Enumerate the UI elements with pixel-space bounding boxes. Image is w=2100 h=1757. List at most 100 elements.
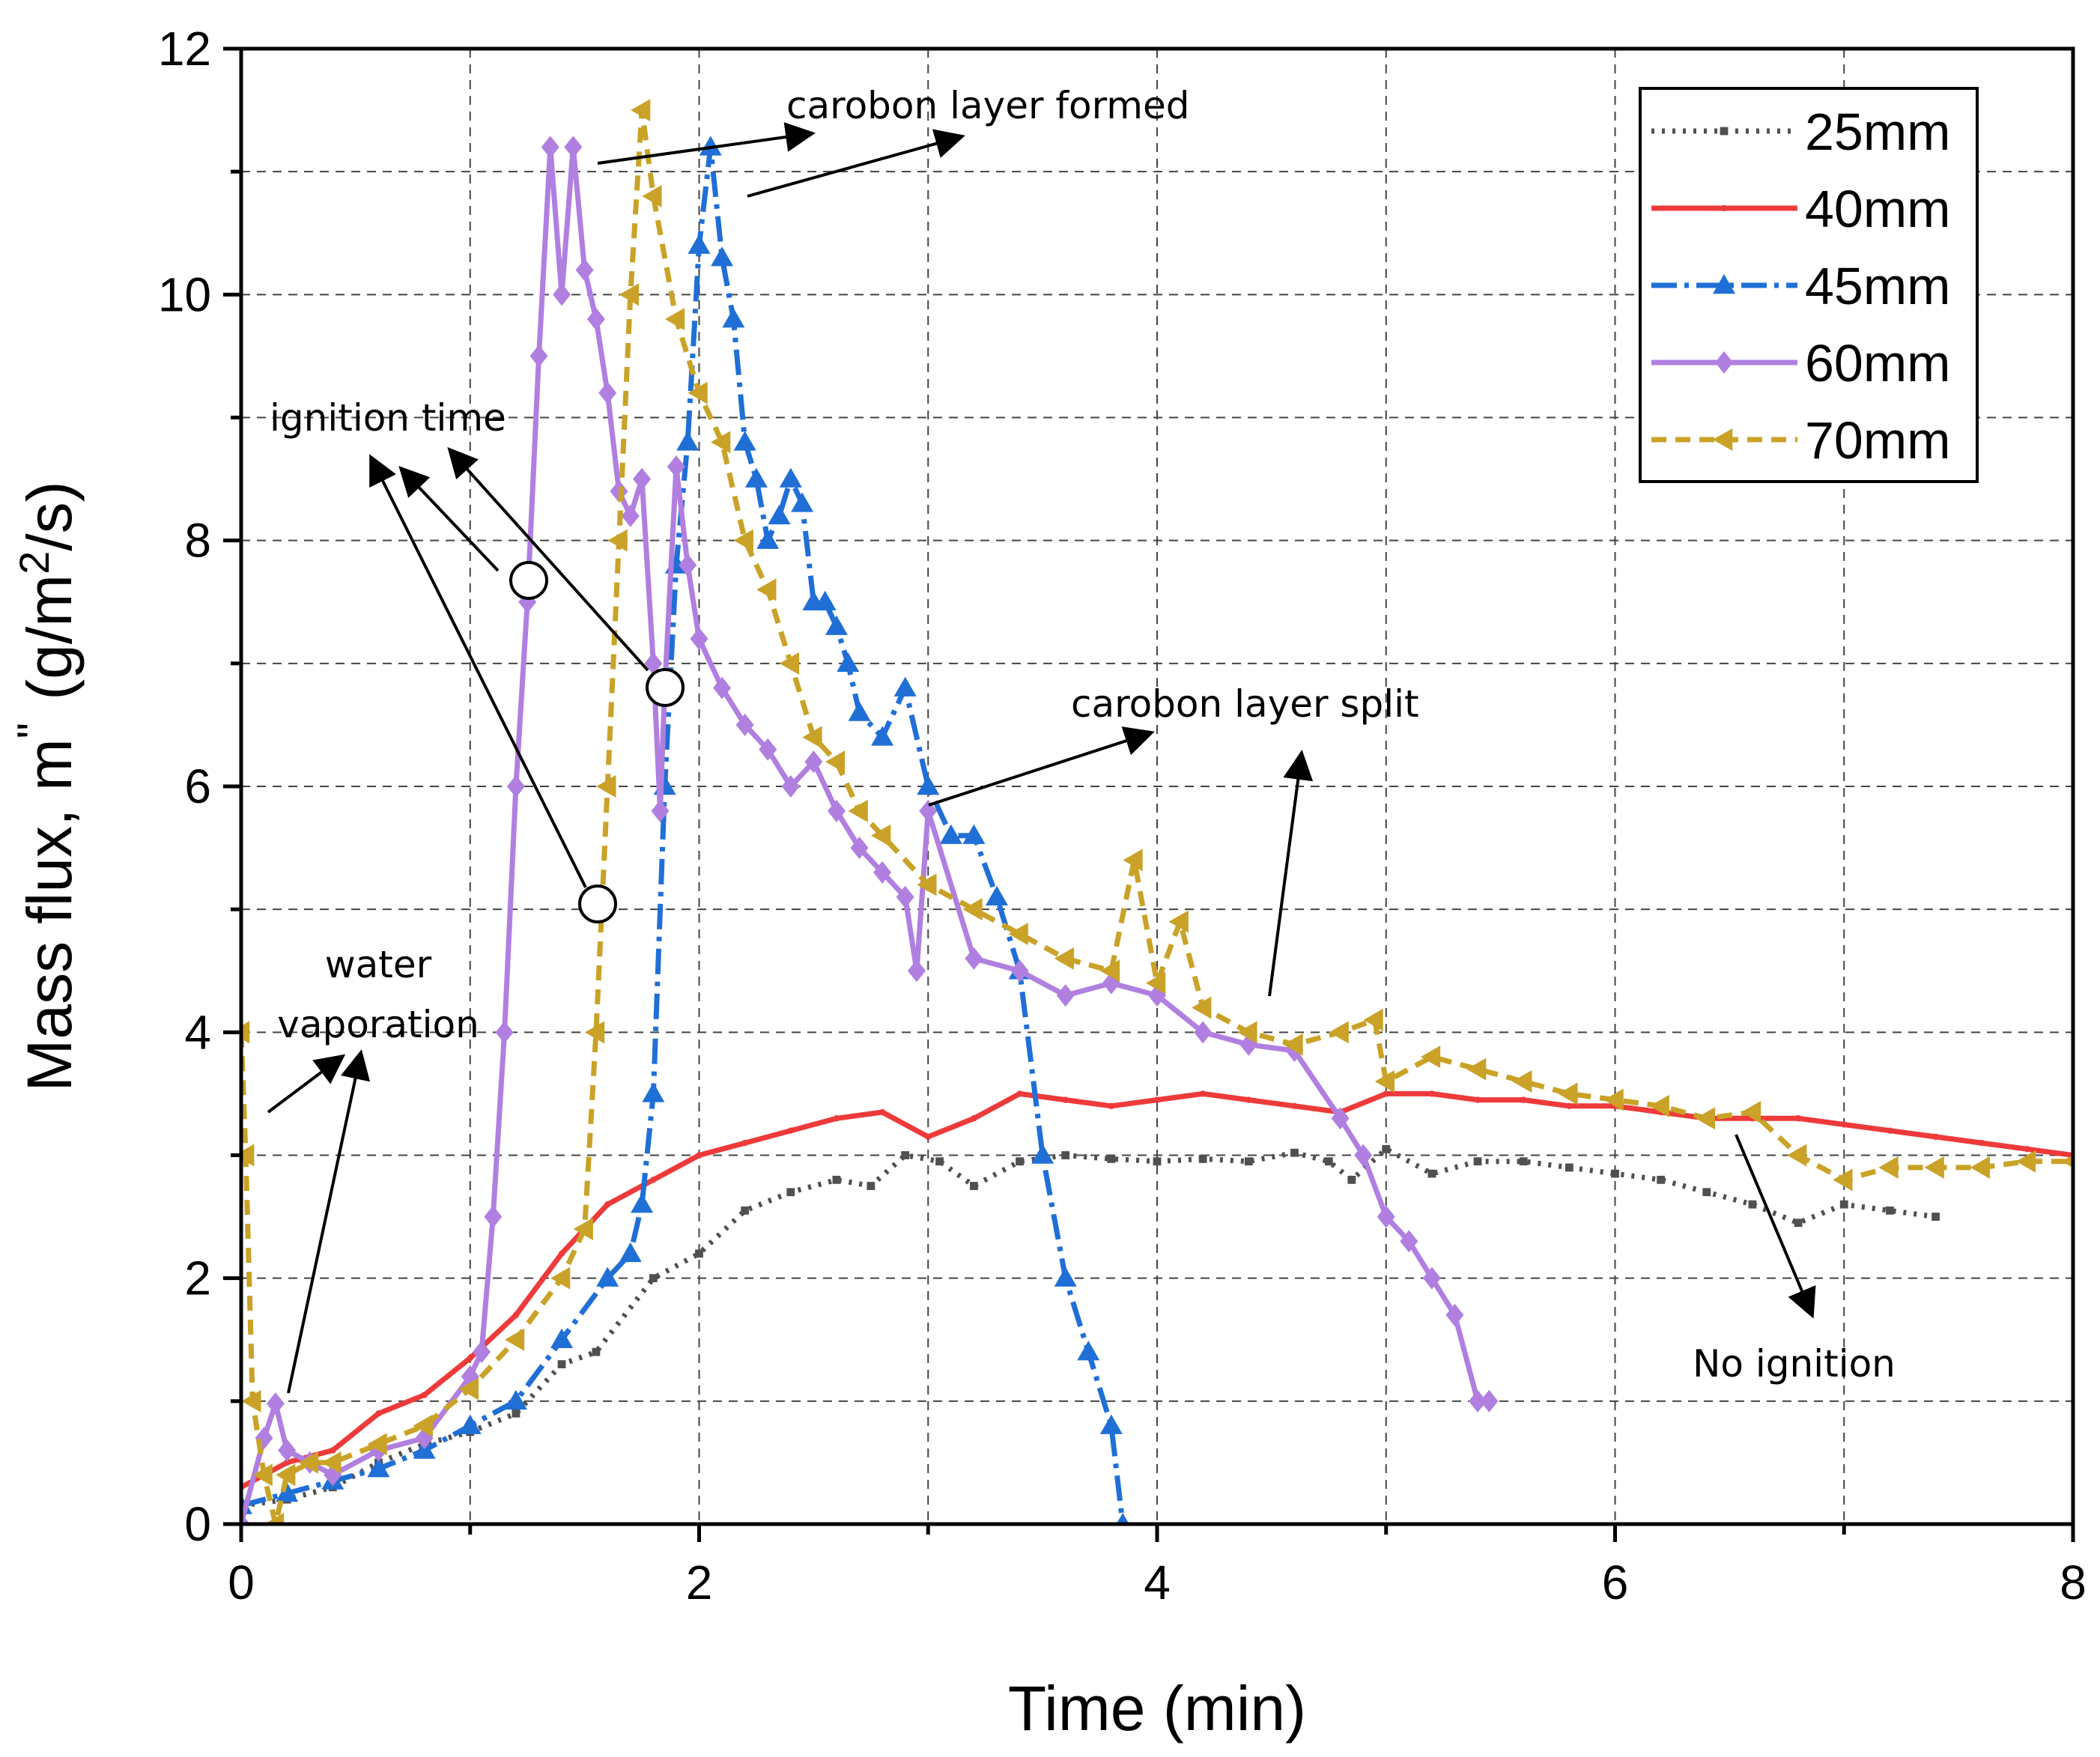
annotation-ignition-time: ignition time — [270, 396, 506, 440]
data-point — [804, 750, 823, 774]
data-point — [1010, 959, 1029, 983]
annotation-water: water — [325, 943, 432, 986]
data-point — [759, 738, 777, 761]
data-point — [791, 492, 814, 512]
data-point — [241, 1144, 255, 1167]
data-point — [1474, 1096, 1481, 1103]
data-point — [1833, 1168, 1853, 1192]
data-point — [1420, 1046, 1441, 1069]
data-point — [633, 467, 652, 491]
y-tick-label: 2 — [184, 1251, 211, 1305]
data-point — [573, 1218, 593, 1240]
data-point — [848, 701, 871, 721]
data-point — [1473, 1157, 1482, 1166]
annotations: carobon layer formed ignition time carob… — [267, 84, 1896, 1394]
data-point — [266, 1392, 285, 1415]
annotation-arrow-water-1 — [267, 1054, 346, 1114]
data-point — [1657, 1175, 1666, 1184]
data-point — [1520, 1096, 1527, 1103]
data-point — [688, 234, 711, 254]
data-point — [1377, 1205, 1395, 1228]
data-point — [802, 726, 822, 749]
data-point — [621, 504, 640, 527]
data-point — [832, 1175, 841, 1184]
data-point — [607, 529, 628, 552]
data-point — [631, 99, 651, 122]
legend-label-40mm: 40mm — [1805, 180, 1950, 238]
data-point — [1123, 849, 1143, 872]
data-point — [586, 308, 605, 331]
data-point — [1016, 1157, 1024, 1166]
data-point — [1054, 1266, 1077, 1287]
annotation-arrow-ignition-3 — [369, 454, 587, 888]
data-point — [1153, 1096, 1161, 1103]
data-point — [970, 1182, 978, 1190]
data-point — [1565, 1163, 1574, 1172]
data-point — [837, 652, 860, 673]
data-point — [733, 529, 753, 552]
data-point — [871, 824, 891, 847]
data-point — [321, 1451, 342, 1474]
data-point — [619, 283, 640, 306]
data-point — [1199, 1090, 1207, 1097]
data-point — [696, 1152, 702, 1159]
data-point — [679, 553, 697, 577]
data-point — [1168, 910, 1189, 933]
data-point — [688, 381, 708, 404]
data-point — [1031, 1144, 1054, 1164]
data-point — [553, 283, 571, 306]
data-point — [935, 1157, 944, 1166]
annotation-carbon-layer-split: carobon layer split — [1071, 682, 1419, 726]
legend-marker-40mm — [1720, 204, 1728, 212]
data-point — [1741, 1101, 1761, 1124]
data-point — [596, 775, 616, 798]
data-point — [1099, 1414, 1123, 1434]
data-point — [650, 1177, 657, 1183]
data-point — [1558, 1082, 1578, 1105]
data-point — [925, 1133, 932, 1141]
data-point — [722, 308, 745, 328]
data-point — [504, 1389, 527, 1410]
data-point — [667, 455, 685, 479]
annotation-arrow-split-1 — [928, 726, 1155, 807]
y-tick-label: 10 — [158, 267, 211, 321]
data-point — [779, 652, 800, 675]
data-point — [1198, 1155, 1207, 1163]
data-point — [1422, 1266, 1441, 1290]
data-point — [965, 947, 983, 970]
data-point — [985, 885, 1008, 905]
data-point — [939, 824, 962, 844]
data-point — [619, 1242, 642, 1263]
data-point — [827, 799, 846, 822]
legend-label-25mm: 25mm — [1805, 103, 1950, 161]
data-point — [1331, 1107, 1350, 1130]
data-point — [2062, 1155, 2073, 1168]
data-point — [850, 837, 869, 860]
data-point — [1283, 1033, 1303, 1056]
data-point — [1347, 1175, 1356, 1184]
legend-label-45mm: 45mm — [1805, 257, 1950, 315]
data-point — [604, 1201, 611, 1208]
legend-marker-45mm — [1713, 274, 1735, 294]
x-axis-title: Time (min) — [1008, 1673, 1306, 1744]
data-point — [550, 1328, 574, 1348]
data-point — [1245, 1096, 1252, 1103]
legend-marker-25mm — [1720, 127, 1729, 136]
data-point — [1469, 1389, 1487, 1412]
data-point — [1329, 1021, 1349, 1044]
data-point — [1794, 1219, 1803, 1228]
data-point — [1290, 1148, 1299, 1157]
data-point — [264, 1513, 285, 1524]
data-point — [756, 578, 777, 601]
series-line-45mm — [241, 144, 1126, 1524]
data-point — [1400, 1230, 1418, 1253]
data-point — [1194, 1021, 1213, 1044]
data-point — [1108, 1102, 1115, 1110]
x-tick-label: 0 — [228, 1556, 255, 1609]
data-point — [1839, 1200, 1848, 1209]
data-point — [367, 1433, 387, 1456]
annotation-arrow-carbon-formed-1 — [597, 122, 816, 165]
y-tick-label: 0 — [184, 1497, 211, 1551]
data-point — [1519, 1157, 1528, 1166]
